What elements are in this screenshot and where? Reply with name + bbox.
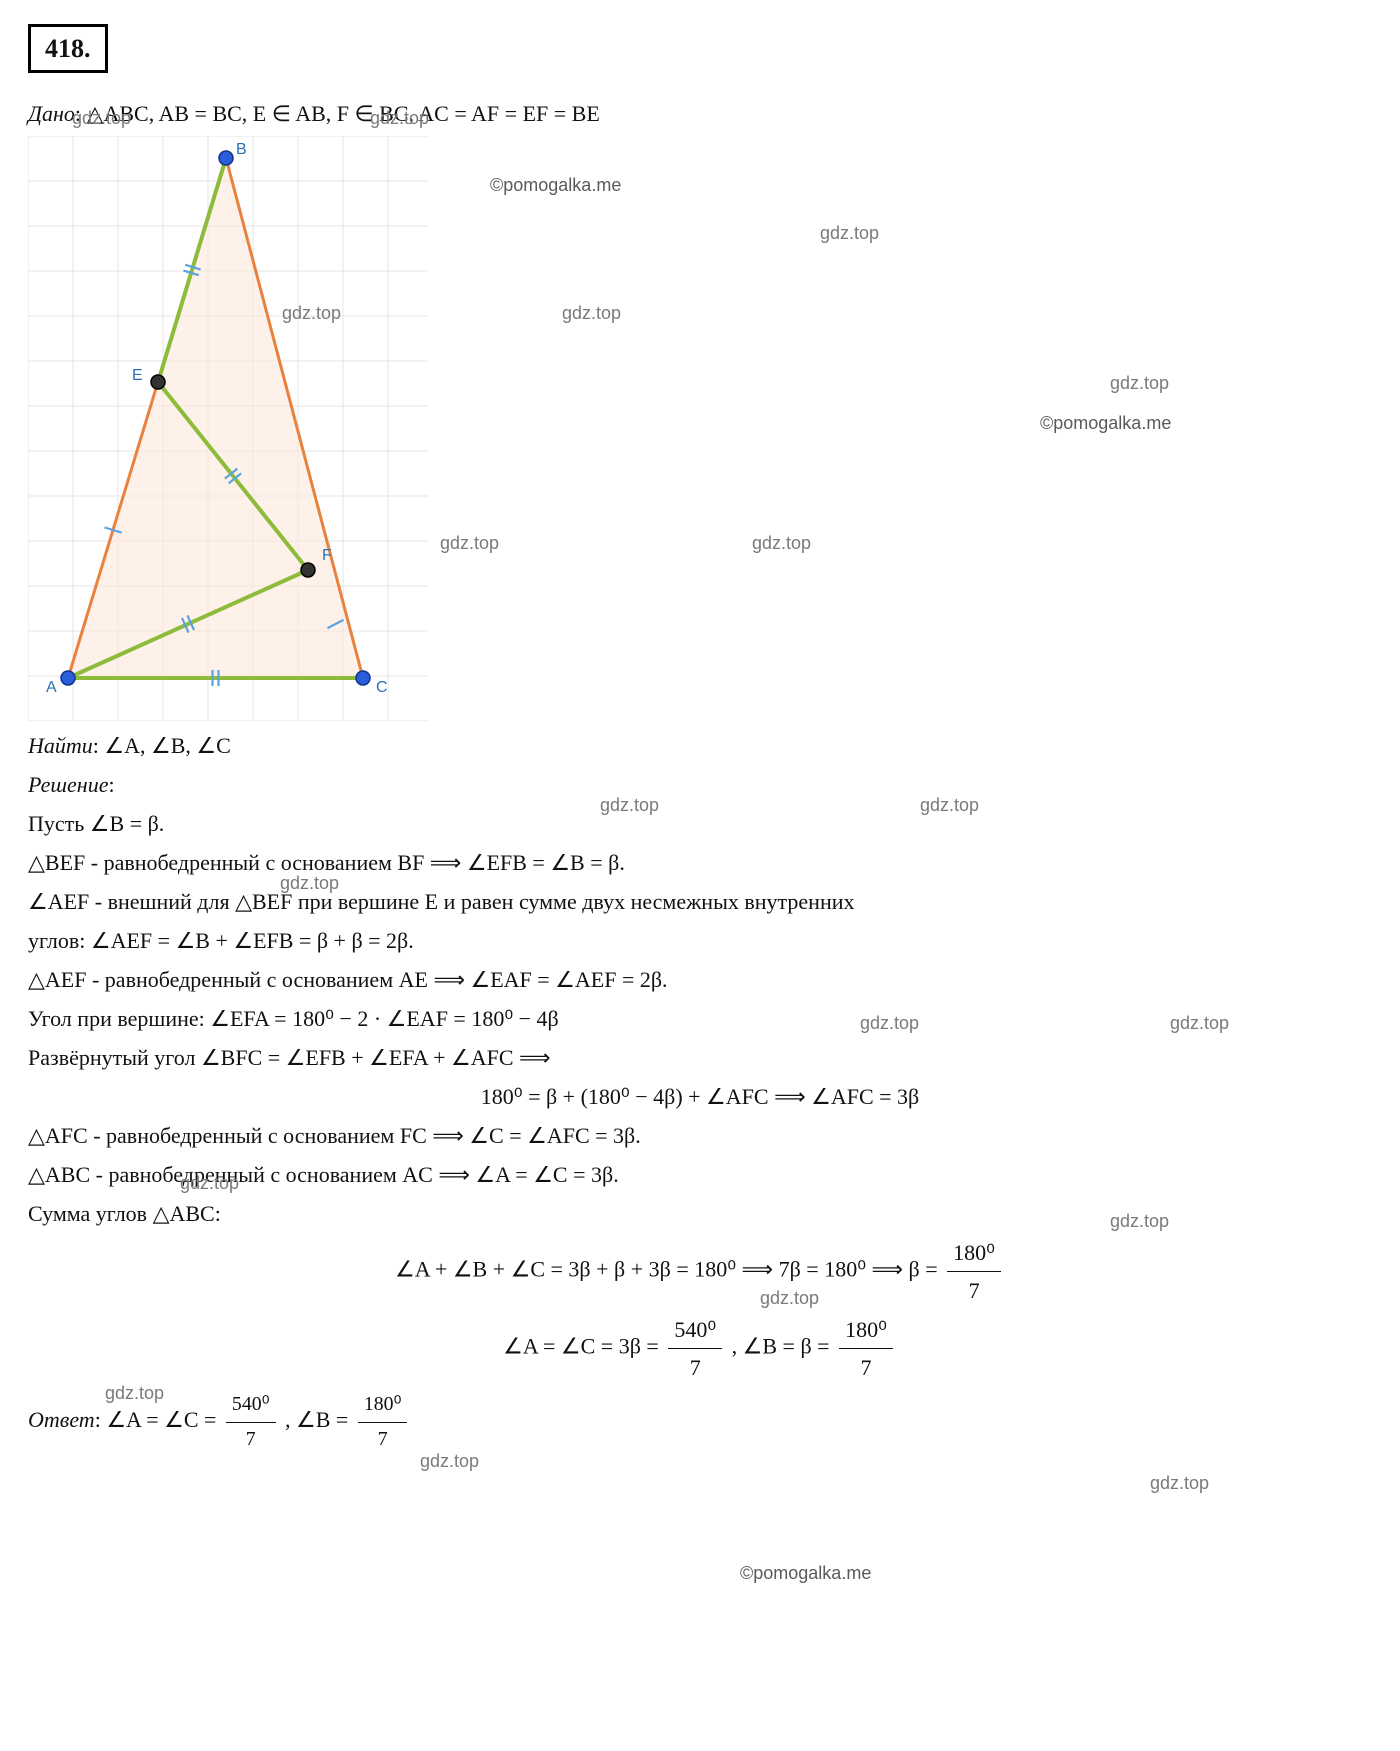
problem-number-dot: .	[84, 34, 91, 63]
eq12-frac1-den: 7	[668, 1349, 722, 1384]
answer-line: Ответ: ∠A = ∠C = 540⁰ 7 , ∠B = 180⁰ 7	[28, 1390, 1372, 1454]
solution-label: Решение	[28, 772, 108, 797]
colon2: :	[93, 733, 105, 758]
eq11-frac-num: 180⁰	[947, 1236, 1001, 1272]
problem-number: 418	[45, 34, 84, 63]
solution-line-9: △ABC - равнобедренный с основанием AC ⟹ …	[28, 1158, 1372, 1191]
solution-line-6: Развёрнутый угол ∠BFC = ∠EFB + ∠EFA + ∠A…	[28, 1041, 1372, 1074]
solution-line-8: △AFC - равнобедренный с основанием FC ⟹ …	[28, 1119, 1372, 1152]
solution-line-3a: ∠AEF - внешний для △BEF при вершине E и …	[28, 885, 1372, 918]
diagram: A B C E F	[28, 136, 1372, 721]
answer-frac1: 540⁰ 7	[226, 1390, 276, 1454]
solution-line-1: Пусть ∠B = β.	[28, 807, 1372, 840]
eq12-b: , ∠B = β =	[732, 1334, 835, 1359]
given-expression: △ABC, AB = BC, E ∈ AB, F ∈ BC, AC = AF =…	[87, 101, 600, 126]
watermark-gdz: gdz.top	[1150, 1470, 1209, 1497]
answer-label: Ответ	[28, 1407, 95, 1432]
answer-b: , ∠B =	[285, 1407, 354, 1432]
problem-number-box: 418.	[28, 24, 108, 73]
solution-label-line: Решение:	[28, 768, 1372, 801]
colon1: :	[75, 101, 87, 126]
answer-frac2: 180⁰ 7	[358, 1390, 408, 1454]
triangle-diagram: A B C E F	[28, 136, 428, 721]
eq11-frac: 180⁰ 7	[947, 1236, 1001, 1307]
solution-line-5: Угол при вершине: ∠EFA = 180⁰ − 2 · ∠EAF…	[28, 1002, 1372, 1035]
svg-text:F: F	[322, 547, 332, 564]
eq12-frac2-den: 7	[839, 1349, 893, 1384]
solution-line-10: Сумма углов △ABC:	[28, 1197, 1372, 1230]
watermark-pomogalka: ©pomogalka.me	[740, 1560, 871, 1587]
find-expression: ∠A, ∠B, ∠C	[104, 733, 230, 758]
solution-line-7: 180⁰ = β + (180⁰ − 4β) + ∠AFC ⟹ ∠AFC = 3…	[28, 1080, 1372, 1113]
find-label: Найти	[28, 733, 93, 758]
given-line: Дано: △ABC, AB = BC, E ∈ AB, F ∈ BC, AC …	[28, 97, 1372, 130]
solution-line-12: ∠A = ∠C = 3β = 540⁰ 7 , ∠B = β = 180⁰ 7	[28, 1313, 1372, 1384]
solution-line-11: ∠A + ∠B + ∠C = 3β + β + 3β = 180⁰ ⟹ 7β =…	[28, 1236, 1372, 1307]
eq12-frac2-num: 180⁰	[839, 1313, 893, 1349]
answer-frac1-den: 7	[226, 1423, 276, 1455]
given-label: Дано	[28, 101, 75, 126]
eq12-a: ∠A = ∠C = 3β =	[503, 1334, 664, 1359]
eq11-frac-den: 7	[947, 1272, 1001, 1307]
colon3: :	[108, 772, 114, 797]
svg-text:E: E	[132, 367, 143, 384]
find-line: Найти: ∠A, ∠B, ∠C	[28, 729, 1372, 762]
eq11-lhs: ∠A + ∠B + ∠C = 3β + β + 3β = 180⁰ ⟹ 7β =…	[395, 1257, 943, 1282]
eq12-frac1: 540⁰ 7	[668, 1313, 722, 1384]
answer-frac2-num: 180⁰	[358, 1390, 408, 1423]
eq12-frac1-num: 540⁰	[668, 1313, 722, 1349]
svg-text:C: C	[376, 679, 388, 696]
solution-line-2: △BEF - равнобедренный с основанием BF ⟹ …	[28, 846, 1372, 879]
colon4: :	[95, 1407, 107, 1432]
solution-line-3b: углов: ∠AEF = ∠B + ∠EFB = β + β = 2β.	[28, 924, 1372, 957]
answer-frac1-num: 540⁰	[226, 1390, 276, 1423]
svg-text:B: B	[236, 141, 247, 158]
answer-frac2-den: 7	[358, 1423, 408, 1455]
solution-line-4: △AEF - равнобедренный с основанием AE ⟹ …	[28, 963, 1372, 996]
eq12-frac2: 180⁰ 7	[839, 1313, 893, 1384]
svg-text:A: A	[46, 679, 57, 696]
answer-a: ∠A = ∠C =	[106, 1407, 222, 1432]
